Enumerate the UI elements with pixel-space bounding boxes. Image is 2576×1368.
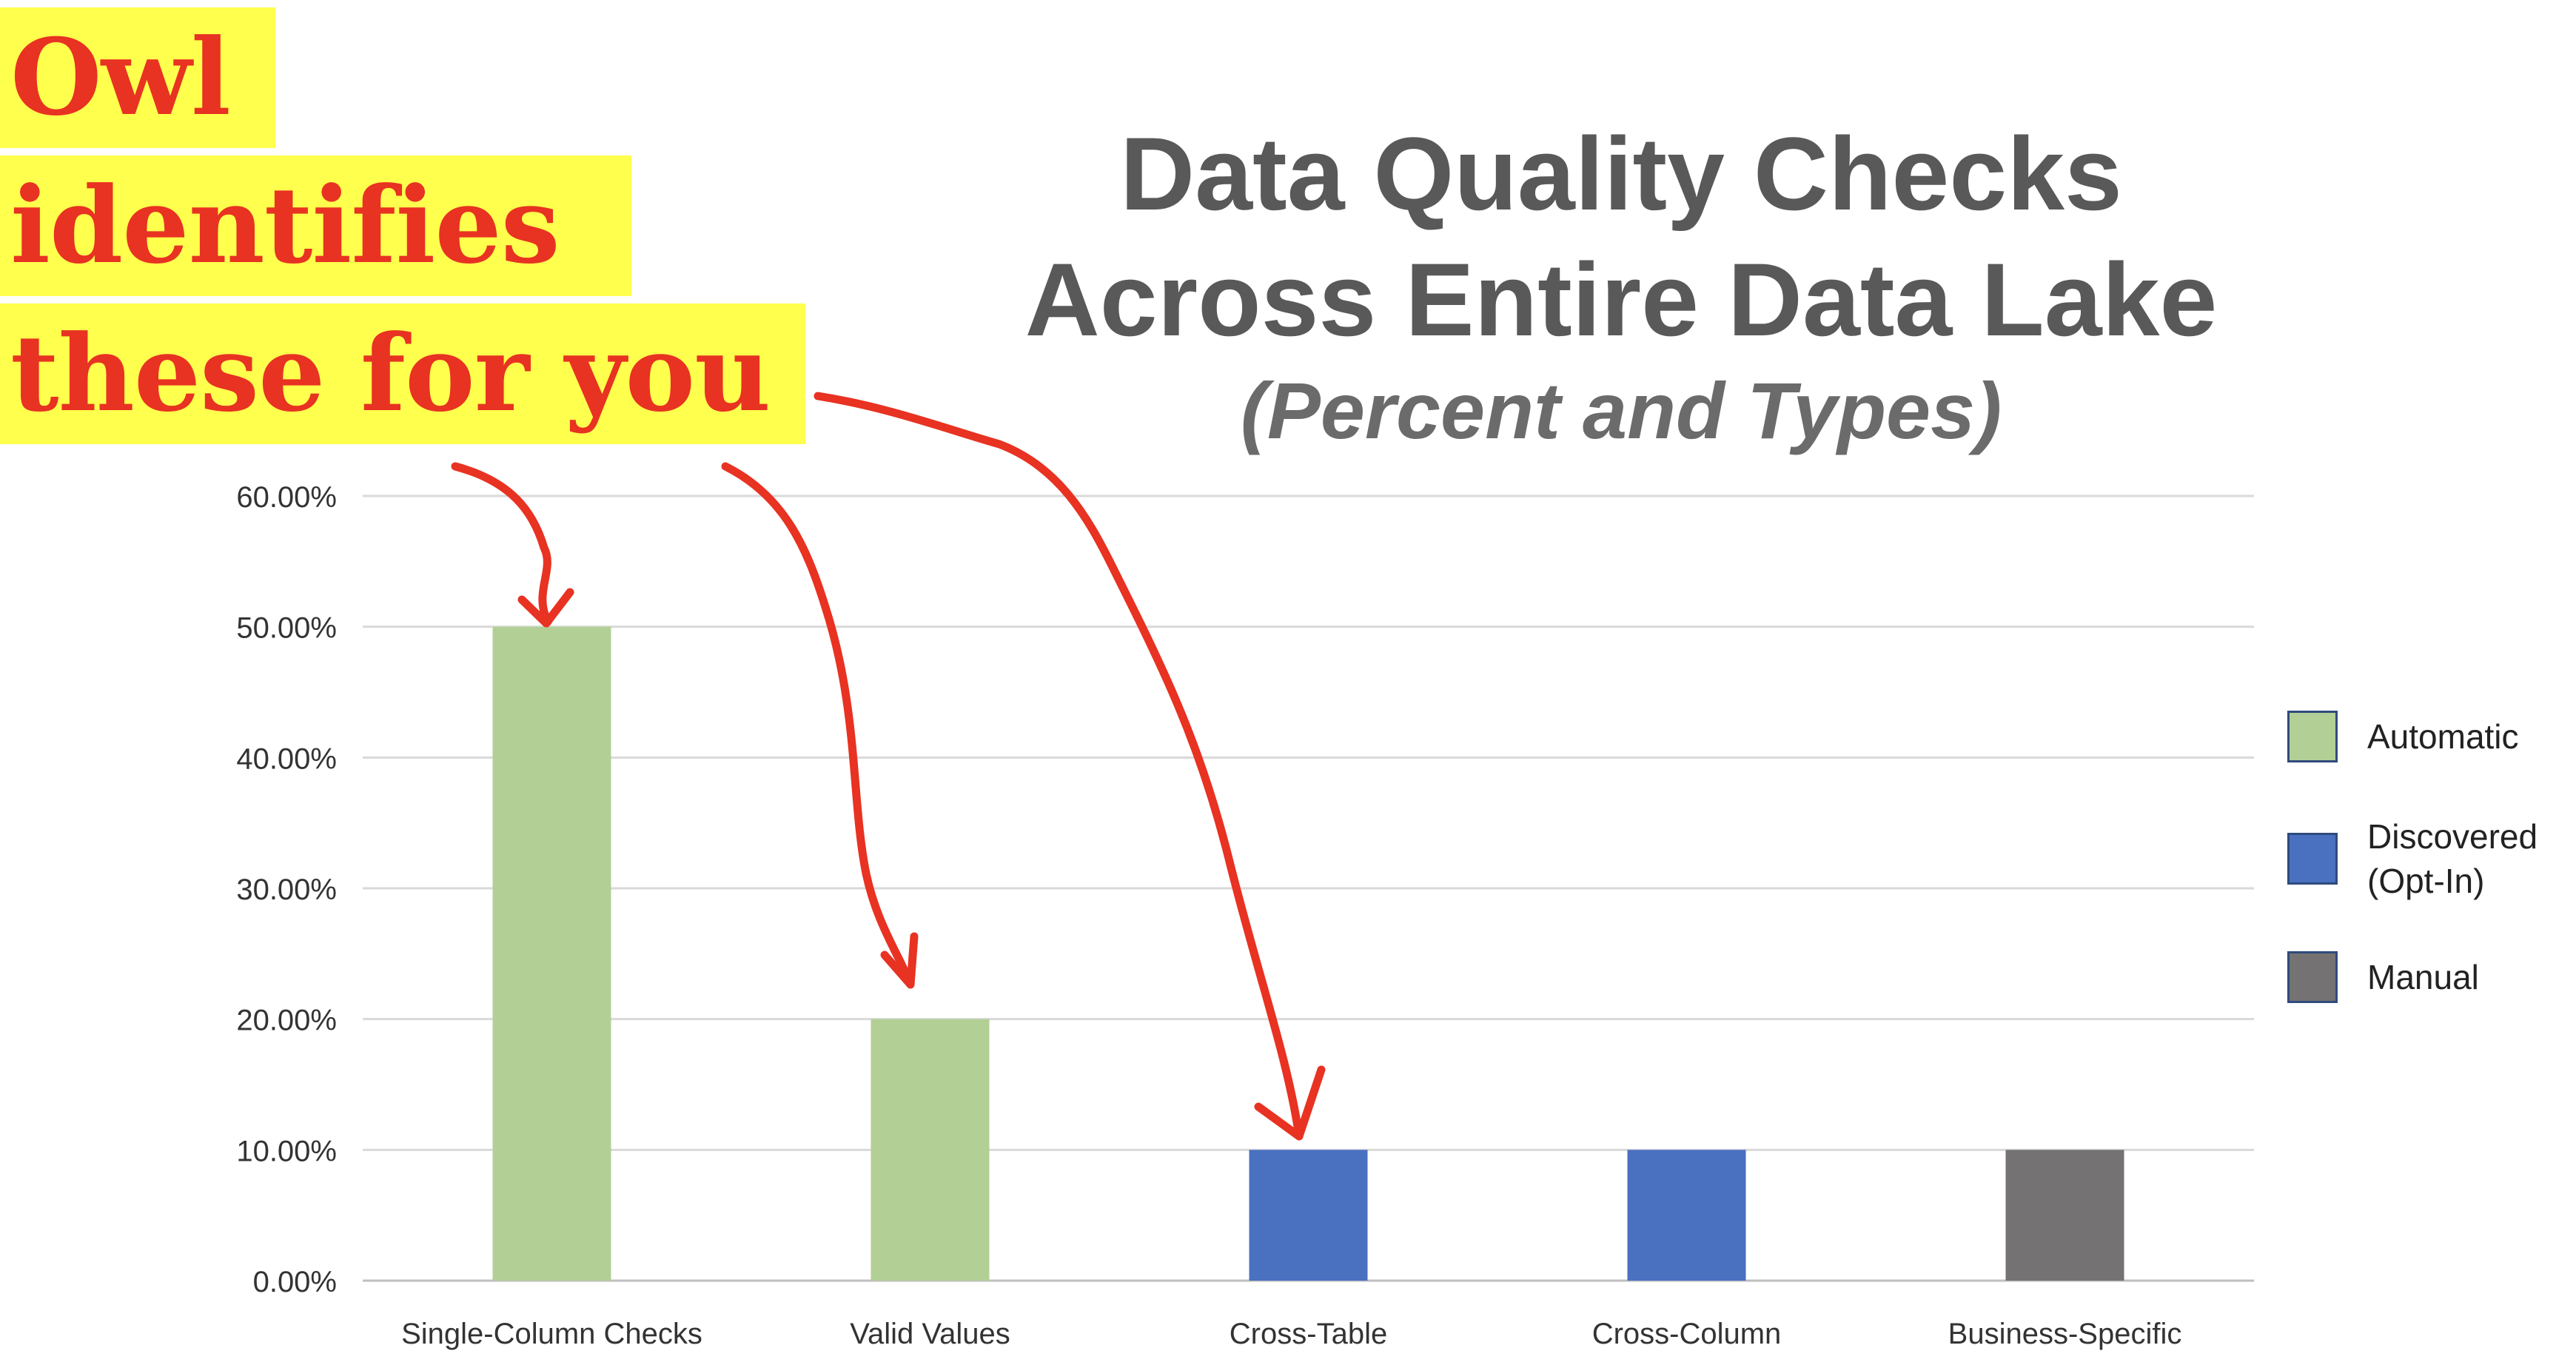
arrowhead-cross-table [1254, 1065, 1326, 1141]
legend-swatch-manual [2287, 951, 2338, 1003]
grid-lines [363, 494, 2254, 1282]
arrow-single-column-checks [451, 462, 552, 626]
callout-line-1: Owl [0, 7, 275, 148]
bar-cross-column [1627, 1150, 1746, 1281]
y-tick-label: 20.00% [236, 1005, 337, 1037]
legend-label-automatic: Automatic [2367, 717, 2519, 756]
legend-swatch-automatic [2287, 711, 2338, 762]
arrow-valid-values [721, 462, 915, 989]
legend-swatch-discovered [2287, 833, 2338, 885]
chart-subtitle: (Percent and Types) [1240, 366, 2002, 455]
x-tick-label: Cross-Table [1230, 1318, 1387, 1350]
bar-valid-values [871, 1019, 990, 1281]
callout-line-3: these for you [0, 304, 805, 444]
chart-title-line-2: Across Entire Data Lake [1024, 241, 2218, 358]
chart-title-line-1: Data Quality Checks [1120, 115, 2122, 232]
bar-business-specific [2005, 1150, 2124, 1281]
x-tick-label: Single-Column Checks [401, 1318, 702, 1350]
bar-cross-table [1249, 1150, 1368, 1281]
x-tick-label: Cross-Column [1592, 1318, 1782, 1350]
y-tick-label: 60.00% [236, 481, 337, 514]
legend-item-manual: Manual [2287, 951, 2479, 1003]
legend-item-discovered: Discovered (Opt-In) [2287, 814, 2538, 903]
bar-single-column-checks [492, 626, 611, 1281]
legend-label-discovered: Discovered (Opt-In) [2367, 817, 2538, 900]
y-tick-label: 40.00% [236, 742, 337, 775]
callout-line-2: identifies [0, 155, 631, 296]
arrowhead-single-column-checks [517, 588, 574, 628]
y-tick-label: 50.00% [236, 612, 337, 645]
legend-label-manual: Manual [2367, 958, 2479, 996]
arrowhead-valid-values [880, 932, 919, 989]
y-tick-label: 10.00% [236, 1135, 337, 1167]
bars [492, 626, 2124, 1281]
x-tick-label: Business-Specific [1948, 1318, 2182, 1350]
x-tick-label: Valid Values [850, 1318, 1010, 1350]
x-axis-labels: Single-Column Checks Valid Values Cross-Ta… [401, 1318, 2181, 1350]
arrow-cross-table [814, 392, 1304, 1141]
y-tick-label: 30.00% [236, 874, 337, 906]
legend-item-automatic: Automatic [2287, 711, 2519, 762]
y-tick-label: 0.00% [253, 1266, 337, 1298]
annotation-arrows [451, 392, 1326, 1141]
y-axis-ticks: 0.00% 10.00% 20.00% 30.00% 40.00% 50.00% 60.00… [236, 481, 337, 1298]
